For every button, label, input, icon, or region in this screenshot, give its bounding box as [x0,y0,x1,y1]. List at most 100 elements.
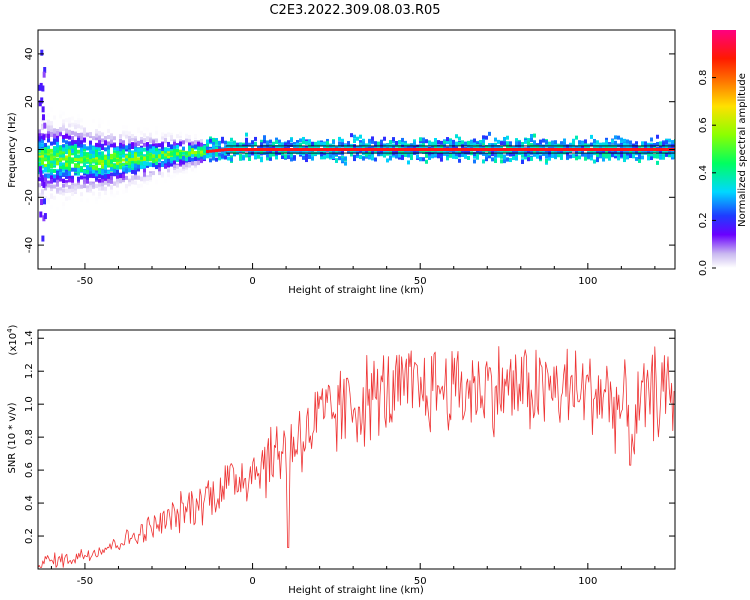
spectrogram-cell [89,140,92,145]
spectrogram-cell [248,142,251,147]
spectrogram-cell [113,193,116,198]
spectrogram-cell [59,114,62,119]
spectrogram-cell [563,142,566,147]
spectrogram-cell [503,141,506,146]
spectrogram-cell [134,163,137,168]
spectrogram-cell [50,125,53,130]
spectrogram-cell [185,169,188,174]
spectrogram-cell [290,138,293,143]
spectrogram-cell [239,156,242,161]
spectrogram-cell [95,149,98,154]
spectrogram-cell [476,155,479,160]
spectrogram-ridge-cell [341,148,344,151]
spectrogram-cell [134,194,137,199]
spectrogram-cell [119,177,122,182]
spectrogram-cell [485,135,488,140]
spectrogram-cell [503,136,506,141]
spectrogram-cell [581,149,584,154]
spectrogram-cell [536,145,539,150]
spectrogram-ridge-cell [479,148,482,151]
spectrogram-ridge-cell [128,158,131,162]
spectrogram-cell [530,133,533,138]
spectrogram-cells [38,49,675,242]
spectrogram-cell [506,141,509,146]
spectrogram-ridge-cell [254,148,257,151]
spectrogram-cell [230,157,233,162]
spectrogram-cell [185,138,188,143]
spectrogram-cell [401,144,404,149]
spectrogram-cell [446,150,449,155]
spectrogram-cell [137,152,140,157]
spectrogram-cell [440,154,443,159]
spectrogram-cell [617,156,620,161]
spectrogram-cell [176,144,179,149]
spectrogram-ridge-cell [350,148,353,151]
spectrogram-cell [47,151,50,156]
spectrogram-cell [179,131,182,136]
spectrogram-cell [71,176,74,181]
spectrogram-cell [641,155,644,160]
spectrogram-cell [353,138,356,143]
spectrogram-cell [95,142,98,147]
spectrogram-cell [284,142,287,147]
spectrogram-cell [251,142,254,147]
spectrogram-cell [89,186,92,191]
spectrogram-cell [566,144,569,149]
spectrogram-ridge-cell [329,148,332,151]
spectrogram-ridge-cell [461,148,464,151]
spectrogram-cell [134,153,137,158]
spectrogram-cell [47,155,50,160]
spectrogram-cell [53,174,56,179]
spectrogram-cell [395,150,398,155]
spectrogram-ridge-cell [314,148,317,151]
spectrogram-cell [596,158,599,163]
spectrogram-cell [41,155,44,160]
spectrogram-cell [47,138,50,143]
spectrogram-cell [101,172,104,177]
spectrogram-cell [290,152,293,157]
spectrogram-cell [458,158,461,163]
spectrogram-cell [65,118,68,123]
spectrogram-cell [464,141,467,146]
spectrogram-cell [620,137,623,142]
spectrogram-cell [161,123,164,128]
spectrogram-cell [176,164,179,169]
spectrogram-cell [422,149,425,154]
spectrogram-cell [212,140,215,145]
spectrogram-cell [245,144,248,149]
spectrogram-cell [179,139,182,144]
spectrogram-cell [95,184,98,189]
spectrogram-cell [167,142,170,147]
spectrogram-cell [548,156,551,161]
spectrogram-cell [140,183,143,188]
spectrogram-cell [287,155,290,160]
spectrogram-cell [125,130,128,135]
spectrogram-cell [182,140,185,145]
spectrogram-cell [101,138,104,143]
spectrogram-cell [167,173,170,178]
spectrogram-cell [104,154,107,159]
spectrogram-cell [65,183,68,188]
spectrogram-cell [89,162,92,167]
spectrogram-ridge-cell [293,148,296,151]
spectrogram-ridge-cell [632,148,635,151]
spectrogram-cell [521,153,524,158]
spectrogram-cell [596,144,599,149]
spectrogram-cell [227,145,230,150]
spectrogram-cell [56,206,59,211]
spectrogram-cell [143,126,146,131]
spectrogram-cell [155,147,158,152]
spectrogram-cell [401,140,404,145]
spectrogram-cell [122,142,125,147]
spectrogram-cell [98,133,101,138]
spectrogram-cell [629,149,632,154]
spectrogram-ridge-cell [233,148,236,151]
spectrogram-cell [194,140,197,145]
spectrogram-cell [89,165,92,170]
spectrogram-cell [260,140,263,145]
spectrogram-cell [560,149,563,154]
spectrogram-cell [113,164,116,169]
spectrogram-cell [344,161,347,166]
spectrogram-cell [101,152,104,157]
spectrogram-cell [89,173,92,178]
